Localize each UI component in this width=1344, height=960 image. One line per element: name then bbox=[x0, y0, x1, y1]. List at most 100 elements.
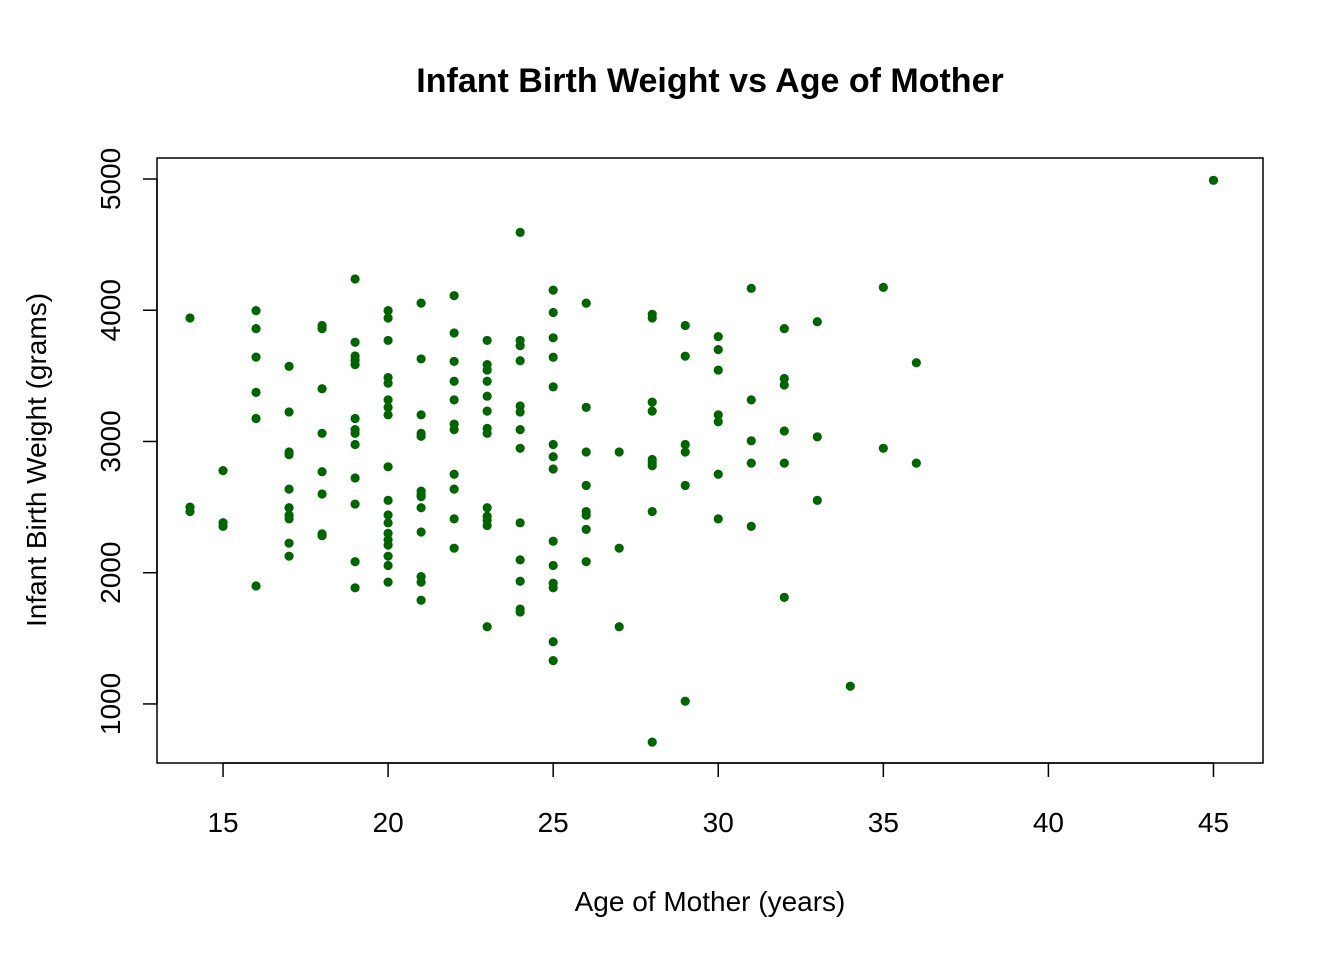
data-point bbox=[449, 291, 459, 301]
data-point bbox=[812, 495, 822, 505]
data-point bbox=[185, 313, 195, 323]
data-point bbox=[416, 491, 426, 502]
data-point bbox=[647, 461, 657, 471]
y-axis: 1000 2000 3000 4000 5000 bbox=[95, 148, 158, 735]
data-point bbox=[383, 528, 393, 538]
x-tick-label: 20 bbox=[373, 807, 404, 838]
data-point bbox=[647, 406, 657, 416]
data-point bbox=[383, 510, 393, 520]
y-axis-label: Infant Birth Weight (grams) bbox=[21, 293, 52, 627]
data-point bbox=[350, 473, 360, 483]
data-point bbox=[482, 376, 492, 386]
data-point bbox=[251, 581, 261, 591]
data-point bbox=[779, 380, 789, 390]
data-point bbox=[284, 361, 294, 372]
data-point bbox=[581, 557, 591, 567]
data-point bbox=[383, 335, 393, 346]
data-point bbox=[449, 356, 459, 367]
data-point bbox=[746, 436, 756, 446]
y-tick-label: 5000 bbox=[95, 148, 126, 210]
data-point bbox=[779, 592, 789, 602]
data-point bbox=[515, 443, 525, 453]
data-point bbox=[383, 518, 393, 528]
data-point bbox=[515, 576, 525, 586]
data-point bbox=[350, 499, 360, 509]
data-point bbox=[350, 583, 360, 593]
x-tick-label: 15 bbox=[207, 807, 238, 838]
data-point bbox=[614, 543, 624, 553]
data-point bbox=[251, 387, 261, 397]
data-point bbox=[383, 378, 393, 388]
data-point bbox=[284, 514, 294, 524]
data-point bbox=[581, 298, 591, 308]
data-point bbox=[515, 607, 525, 617]
data-point bbox=[680, 447, 690, 457]
data-point bbox=[383, 306, 393, 316]
data-point bbox=[284, 538, 294, 548]
data-point bbox=[515, 425, 525, 435]
data-point bbox=[218, 466, 228, 476]
data-point bbox=[449, 376, 459, 386]
data-point bbox=[713, 365, 723, 375]
data-point bbox=[779, 458, 789, 468]
data-point bbox=[416, 354, 426, 364]
data-point bbox=[548, 285, 558, 295]
data-point bbox=[548, 307, 558, 318]
data-point bbox=[581, 402, 591, 412]
x-tick-label: 25 bbox=[538, 807, 569, 838]
data-point bbox=[416, 298, 426, 308]
x-tick-label: 35 bbox=[868, 807, 899, 838]
data-point bbox=[515, 227, 525, 238]
data-point bbox=[416, 410, 426, 420]
data-point bbox=[350, 359, 360, 370]
data-point bbox=[350, 337, 360, 347]
data-point bbox=[878, 282, 888, 292]
data-point bbox=[317, 489, 327, 499]
x-tick-label: 40 bbox=[1033, 807, 1064, 838]
data-point bbox=[383, 560, 393, 571]
data-point bbox=[449, 328, 459, 338]
data-point bbox=[482, 428, 492, 438]
data-point bbox=[449, 469, 459, 479]
y-tick-label: 2000 bbox=[95, 542, 126, 604]
x-axis: 15 20 25 30 35 40 45 bbox=[207, 762, 1229, 838]
data-point bbox=[680, 351, 690, 361]
data-point bbox=[746, 283, 756, 293]
data-point bbox=[515, 407, 525, 417]
data-point bbox=[548, 382, 558, 392]
data-point bbox=[581, 447, 591, 457]
data-point bbox=[185, 506, 195, 517]
data-point bbox=[614, 447, 624, 457]
data-point bbox=[581, 524, 591, 534]
data-point bbox=[548, 464, 558, 474]
data-point bbox=[251, 413, 261, 424]
data-point bbox=[350, 274, 360, 284]
data-point bbox=[416, 577, 426, 587]
data-point bbox=[383, 313, 393, 323]
data-point bbox=[680, 696, 690, 706]
data-point bbox=[482, 365, 492, 375]
data-point bbox=[482, 391, 492, 401]
data-point bbox=[548, 637, 558, 647]
data-point bbox=[680, 480, 690, 491]
data-point bbox=[383, 495, 393, 505]
data-point bbox=[713, 514, 723, 524]
data-point bbox=[383, 540, 393, 550]
data-point bbox=[350, 557, 360, 567]
data-point bbox=[350, 413, 360, 424]
data-point bbox=[383, 402, 393, 412]
data-point bbox=[548, 439, 558, 450]
x-tick-label: 30 bbox=[703, 807, 734, 838]
data-point bbox=[548, 583, 558, 593]
data-point bbox=[482, 622, 492, 632]
data-point bbox=[251, 324, 261, 334]
data-point bbox=[548, 452, 558, 462]
data-points bbox=[185, 175, 1219, 747]
data-point bbox=[383, 551, 393, 561]
y-tick-label: 4000 bbox=[95, 279, 126, 341]
data-point bbox=[647, 313, 657, 323]
data-point bbox=[614, 622, 624, 632]
data-point bbox=[746, 395, 756, 405]
data-point bbox=[449, 543, 459, 553]
x-axis-label: Age of Mother (years) bbox=[575, 886, 846, 917]
